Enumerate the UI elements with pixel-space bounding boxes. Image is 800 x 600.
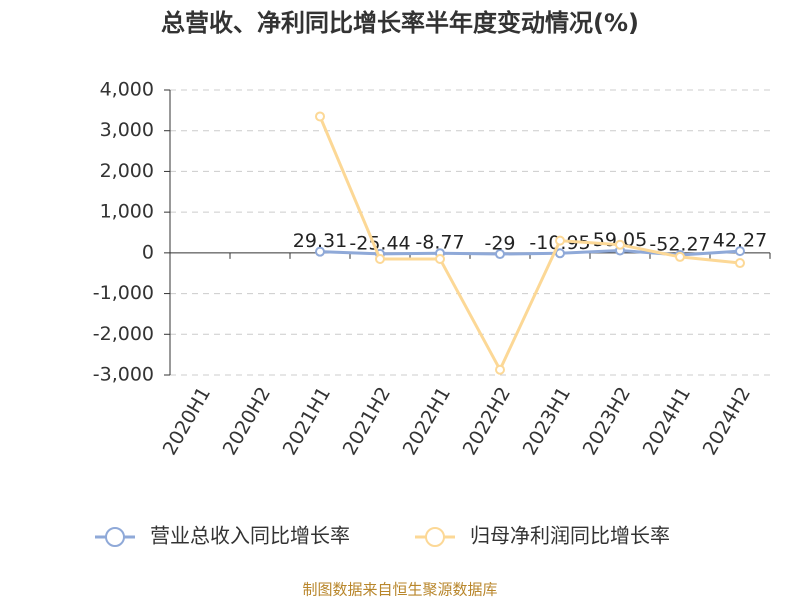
data-label: -52.27	[649, 233, 710, 255]
chart-title: 总营收、净利同比增长率半年度变动情况(%)	[161, 9, 639, 37]
y-tick-label: 1,000	[100, 201, 154, 223]
x-tick-label: 2020H2	[219, 383, 275, 459]
y-tick-label: -2,000	[93, 323, 154, 345]
data-label: -25.44	[349, 232, 410, 254]
series-line	[318, 115, 741, 374]
y-tick-label: 3,000	[100, 119, 154, 141]
legend-marker	[425, 527, 445, 547]
data-point	[675, 251, 685, 262]
x-tick-label: 2022H2	[459, 383, 515, 459]
legend-marker	[105, 527, 125, 547]
x-tick-label: 2023H1	[519, 383, 575, 459]
x-tick-label: 2024H1	[639, 383, 695, 459]
y-tick-label: -1,000	[93, 282, 154, 304]
data-label: -29	[484, 233, 515, 255]
x-tick-label: 2022H1	[399, 383, 455, 459]
x-tick-label: 2023H2	[579, 383, 635, 459]
y-tick-label: 2,000	[100, 160, 154, 182]
x-tick-label: 2021H2	[339, 383, 395, 459]
data-point	[495, 364, 505, 375]
data-point	[555, 248, 565, 259]
legend-label: 营业总收入同比增长率	[150, 524, 350, 548]
data-label: 29.31	[293, 230, 347, 252]
y-tick-label: 4,000	[100, 79, 154, 101]
x-tick-label: 2020H1	[159, 383, 215, 459]
data-point	[735, 258, 745, 269]
data-point	[435, 253, 445, 264]
y-tick-label: -3,000	[93, 364, 154, 386]
data-point	[615, 239, 625, 250]
legend-label: 归母净利润同比增长率	[470, 524, 670, 548]
y-tick-label: 0	[142, 241, 154, 263]
data-point	[315, 111, 325, 122]
x-tick-label: 2024H2	[699, 383, 755, 459]
data-point	[315, 246, 325, 257]
data-point	[735, 246, 745, 257]
data-point	[495, 249, 505, 260]
data-point	[375, 253, 385, 264]
source-note: 制图数据来自恒生聚源数据库	[302, 581, 497, 599]
data-label: 42.27	[713, 230, 767, 252]
x-tick-label: 2021H1	[279, 383, 335, 459]
data-label: -8.77	[415, 232, 464, 254]
data-point	[555, 235, 565, 246]
